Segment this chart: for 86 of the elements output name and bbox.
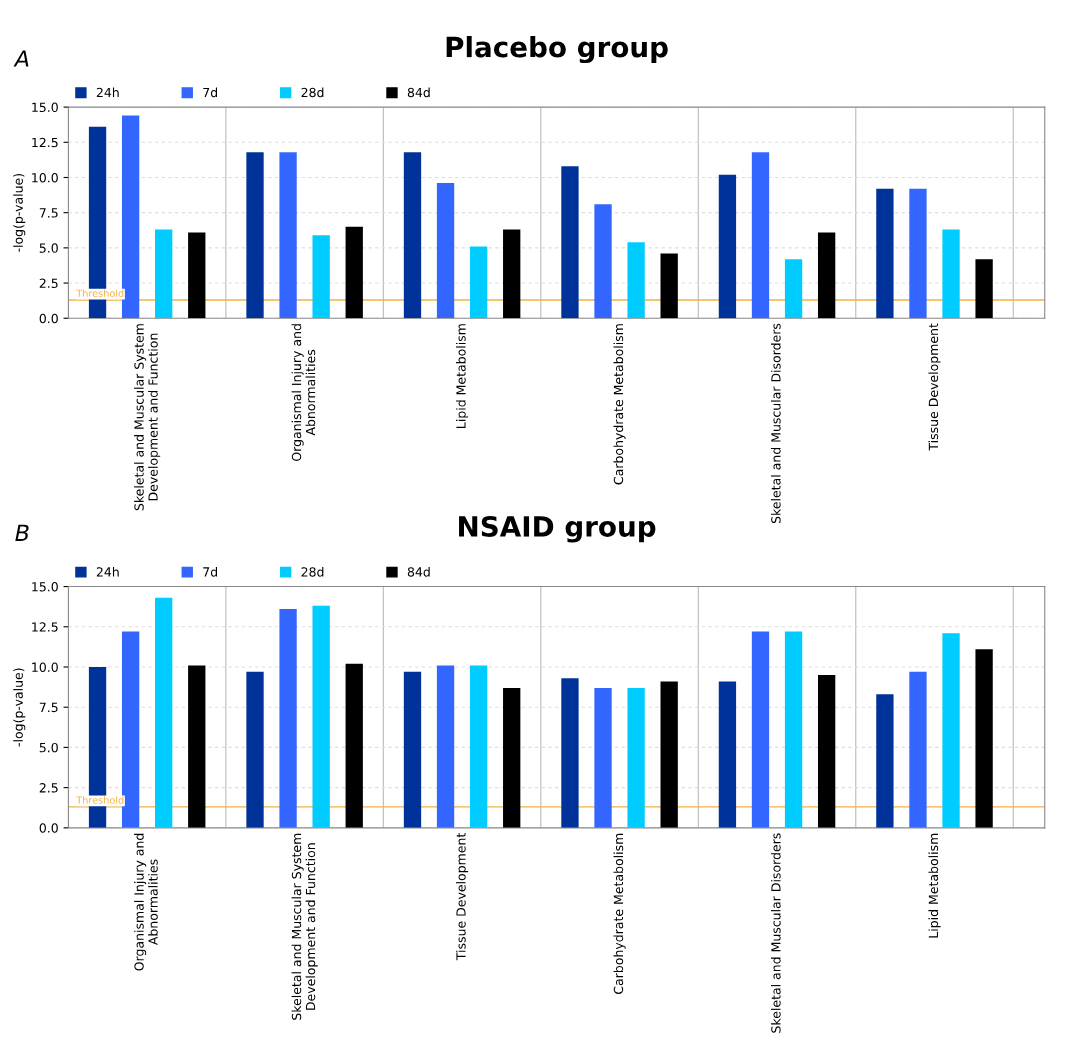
legend-label: 24h — [96, 566, 119, 577]
bar — [436, 183, 455, 319]
bar — [594, 204, 612, 319]
text: B — [15, 524, 29, 541]
y-tick-label: 5.0 — [39, 742, 58, 753]
y-tick-label: 12.5 — [32, 622, 58, 632]
bar — [594, 687, 612, 828]
text: A — [13, 50, 29, 67]
bar — [155, 229, 173, 319]
bar — [345, 226, 363, 319]
bar — [909, 671, 927, 828]
bar — [751, 631, 770, 828]
y-tick-label: 7.5 — [39, 208, 58, 218]
y-axis-title: -log(p-value) — [13, 668, 26, 747]
ref-line-label: Threshold — [76, 289, 124, 297]
bar — [784, 259, 803, 319]
bar — [403, 152, 422, 319]
x-tick-label: Carbohydrate Metabolism — [613, 324, 626, 485]
x-tick-label: Skeletal and Muscular Disorders — [770, 323, 781, 524]
legend-label: 28d — [301, 87, 324, 98]
legend-label: 7d — [203, 566, 217, 577]
bar — [942, 633, 960, 828]
bar — [975, 259, 993, 319]
x-tick-label: Tissue Development — [928, 323, 941, 451]
y-tick-label: 5.0 — [39, 243, 58, 253]
bar — [909, 188, 927, 319]
legend-label: 28d — [301, 566, 324, 577]
bar — [561, 678, 579, 828]
bar — [784, 631, 803, 828]
bar — [312, 605, 330, 828]
bar — [279, 152, 297, 319]
bar — [975, 649, 993, 828]
x-tick-label: Lipid Metabolism — [456, 324, 469, 428]
bar — [718, 681, 737, 828]
bar — [876, 188, 894, 319]
ref-line-label: Threshold — [76, 796, 124, 804]
bar — [876, 694, 894, 828]
y-tick-label: 12.5 — [32, 137, 58, 148]
chart-title: NSAID group — [459, 515, 656, 543]
y-tick-label: 2.5 — [39, 783, 58, 793]
bar — [561, 166, 579, 319]
bar — [817, 675, 836, 828]
y-axis-title: -log(p-value) — [13, 173, 26, 252]
x-tick-label: Tissue Development — [456, 833, 469, 961]
bar — [469, 665, 488, 828]
x-tick-label: Carbohydrate Metabolism — [613, 833, 626, 994]
bar — [817, 232, 836, 319]
bar — [469, 246, 488, 319]
legend-label: 84d — [407, 566, 430, 577]
x-tick-label: Skeletal and Muscular Disorders — [770, 833, 781, 1033]
bar — [246, 152, 264, 319]
legend-label: 24h — [96, 87, 119, 98]
bar — [403, 671, 422, 828]
bar — [503, 687, 521, 828]
y-tick-label: 10.0 — [32, 662, 58, 672]
legend-label: 84d — [407, 87, 430, 98]
bar — [279, 609, 297, 828]
x-tick-label: Skeletal and Muscular System Development and Function — [134, 324, 161, 511]
bar — [188, 665, 206, 828]
bar — [660, 681, 678, 828]
bar — [942, 229, 960, 319]
y-tick-label: 2.5 — [39, 278, 58, 288]
y-tick-label: 10.0 — [32, 172, 58, 183]
x-tick-label: Organismal Injury and Abnormalities — [134, 833, 158, 971]
legend-label: 7d — [203, 87, 217, 98]
bar — [155, 597, 173, 828]
y-tick-label: 0.0 — [39, 823, 58, 833]
bar — [188, 232, 206, 319]
bar — [503, 229, 521, 319]
bar — [312, 235, 330, 319]
bar — [627, 242, 645, 319]
y-tick-label: 7.5 — [39, 702, 58, 713]
x-tick-label: Skeletal and Muscular System Development and Function — [291, 833, 318, 1020]
y-tick-label: 0.0 — [39, 313, 58, 324]
chart-title: Placebo group — [446, 36, 668, 64]
y-tick-label: 15.0 — [32, 102, 58, 113]
bar — [627, 687, 645, 828]
bar — [246, 671, 264, 828]
x-tick-label: Lipid Metabolism — [928, 833, 941, 938]
bar — [751, 152, 770, 319]
bar — [660, 253, 678, 319]
bar — [718, 174, 737, 319]
x-tick-label: Organismal Injury and Abnormalities — [291, 324, 316, 461]
y-tick-label: 15.0 — [32, 582, 58, 592]
bar — [345, 663, 363, 828]
bar — [436, 665, 455, 828]
